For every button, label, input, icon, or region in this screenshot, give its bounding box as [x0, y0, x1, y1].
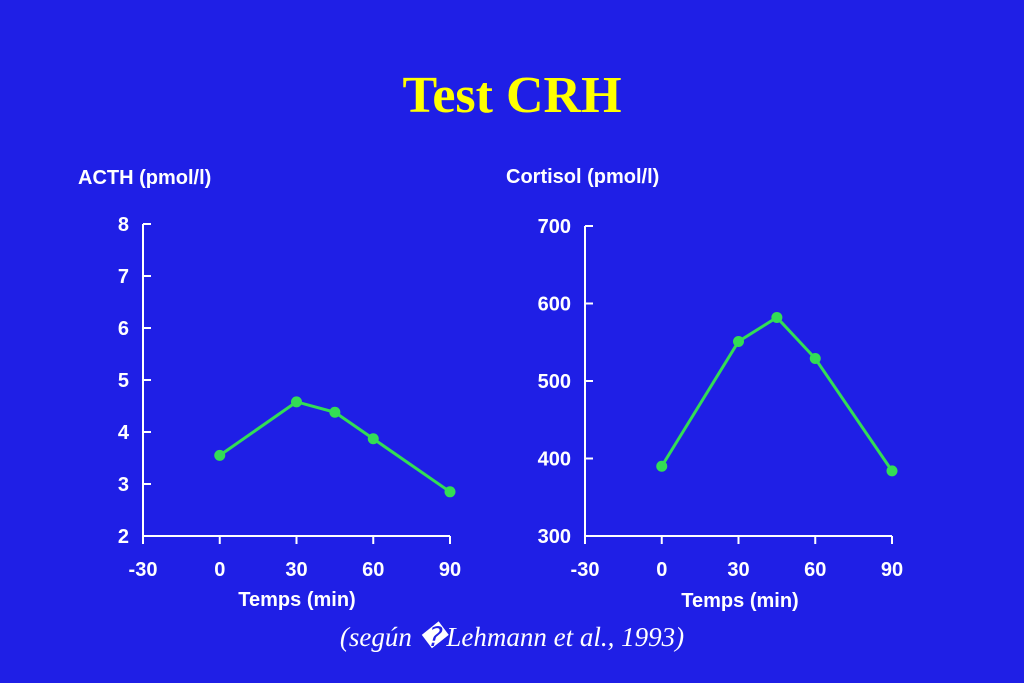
acth-data-point — [291, 396, 302, 408]
acth-y-tick-label: 6 — [118, 318, 129, 340]
acth-x-tick-label: -30 — [129, 559, 158, 581]
acth-x-tick-label: 0 — [214, 559, 225, 581]
citation: (según �Lehmann et al., 1993) — [339, 622, 685, 652]
acth-y-tick-label: 3 — [118, 474, 129, 496]
cortisol-y-tick-label: 700 — [538, 216, 571, 238]
cortisol-data-point — [733, 335, 744, 347]
acth-x-tick-label: 60 — [362, 559, 384, 581]
cortisol-y-tick-label: 400 — [538, 449, 571, 471]
acth-chart: 2 3 4 5 6 7 8 -30 0 30 60 90 ACTH (pmol/l) Temps (min… — [78, 167, 461, 611]
acth-x-tick-label: 90 — [439, 559, 461, 581]
cortisol-data-point — [771, 311, 783, 323]
acth-data-point — [329, 406, 341, 418]
cortisol-chart: 300 400 500 600 700 -30 0 30 60 90 Cortisol (pmol/… — [506, 166, 903, 612]
acth-y-axis-title: ACTH (pmol/l) — [78, 167, 211, 189]
cortisol-y-tick-label: 600 — [538, 294, 571, 316]
acth-y-tick-label: 8 — [118, 214, 129, 236]
cortisol-y-axis-title: Cortisol (pmol/l) — [506, 166, 659, 188]
acth-y-tick-label: 2 — [118, 526, 129, 548]
slide-title: Test CRH — [402, 67, 622, 124]
cortisol-x-tick-label: 30 — [727, 559, 749, 581]
cortisol-data-point — [656, 460, 668, 472]
acth-x-axis-title: Temps (min) — [238, 589, 355, 611]
acth-y-tick-label: 5 — [118, 370, 129, 392]
cortisol-data-point — [809, 353, 821, 365]
cortisol-data-point — [886, 465, 898, 477]
cortisol-y-tick-label: 500 — [538, 371, 571, 393]
acth-y-tick-label: 7 — [118, 266, 129, 288]
acth-data-point — [367, 433, 379, 445]
cortisol-x-tick-label: 60 — [804, 559, 826, 581]
acth-x-tick-label: 30 — [285, 559, 307, 581]
acth-data-point — [214, 449, 226, 461]
acth-y-tick-label: 4 — [118, 422, 130, 444]
cortisol-series-line — [660, 315, 894, 472]
cortisol-x-tick-label: 90 — [881, 559, 903, 581]
cortisol-y-tick-label: 300 — [538, 526, 571, 548]
acth-data-point — [444, 486, 456, 498]
cortisol-x-axis-title: Temps (min) — [681, 590, 798, 612]
cortisol-x-tick-label: 0 — [656, 559, 667, 581]
cortisol-x-tick-label: -30 — [571, 559, 600, 581]
